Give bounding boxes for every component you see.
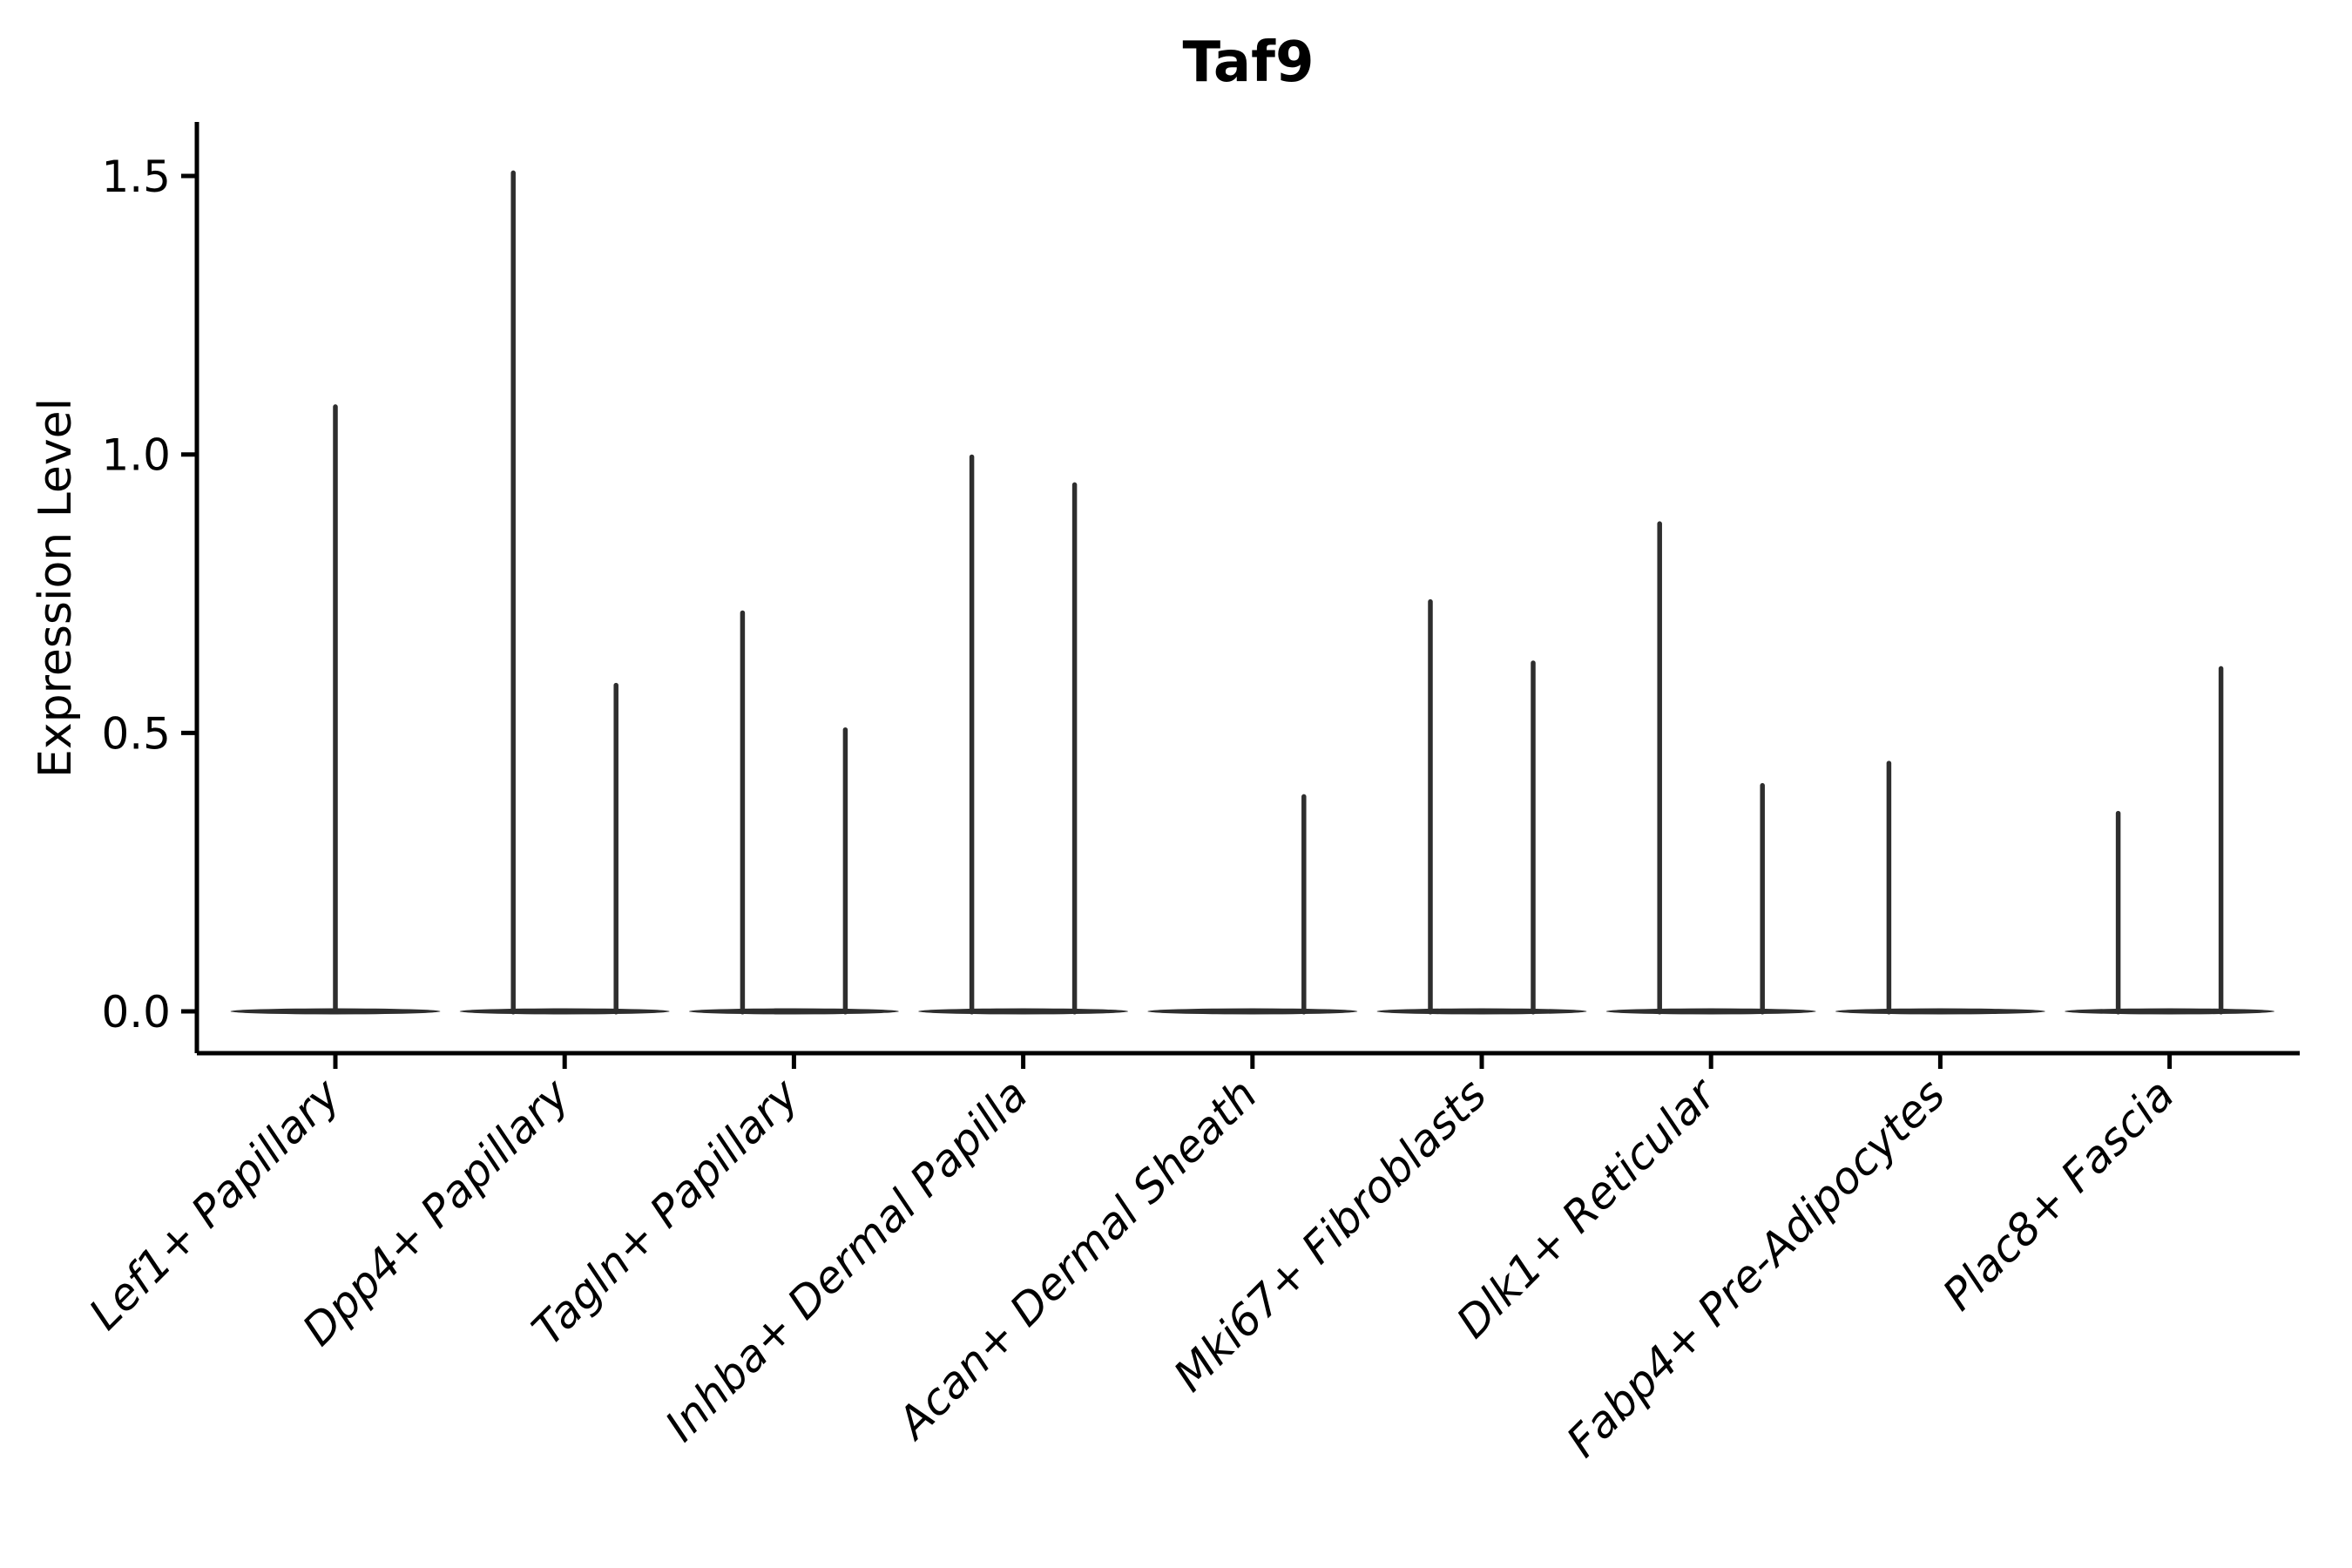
violin-needle (333, 404, 338, 1015)
violin-needle (969, 454, 975, 1015)
y-tick-label: 1.5 (101, 152, 171, 202)
violin-base (1835, 1008, 2045, 1015)
violin-base (2065, 1008, 2275, 1015)
violin-needle (1531, 660, 1536, 1015)
violin-needle (842, 727, 848, 1015)
violin-needle (1301, 794, 1307, 1015)
violin-base (1147, 1008, 1358, 1015)
y-tick-label: 0.0 (101, 987, 171, 1037)
violin-needle (613, 682, 618, 1015)
violin-base (1376, 1008, 1587, 1015)
chart-title: Taf9 (1182, 30, 1315, 95)
x-tick-label: Lef1+ Papillary (79, 1068, 350, 1339)
violin-base (918, 1008, 1129, 1015)
violin-needle (510, 170, 516, 1015)
violin-needle (2115, 810, 2121, 1015)
y-tick-label: 0.5 (101, 708, 171, 759)
x-tick-label: Plac8+ Fascia (1933, 1069, 2184, 1320)
violin-needle (1071, 482, 1078, 1015)
violin-base (1605, 1008, 1816, 1015)
violin-needle (1657, 521, 1662, 1015)
violin-base (688, 1008, 899, 1015)
violin-needle (1428, 598, 1433, 1015)
x-tick-label: Inhba+ Dermal Papilla (656, 1069, 1037, 1450)
violin-base (459, 1008, 670, 1015)
y-tick-label: 1.0 (101, 430, 171, 481)
violin-needle (2218, 666, 2224, 1015)
x-tick-label: Fabp4+ Pre-Adipocytes (1557, 1069, 1955, 1467)
violin-needle (1886, 760, 1892, 1015)
x-tick-label: Acan+ Dermal Sheath (886, 1069, 1267, 1450)
violin-needle (740, 610, 746, 1015)
violin-needle (1760, 782, 1765, 1015)
